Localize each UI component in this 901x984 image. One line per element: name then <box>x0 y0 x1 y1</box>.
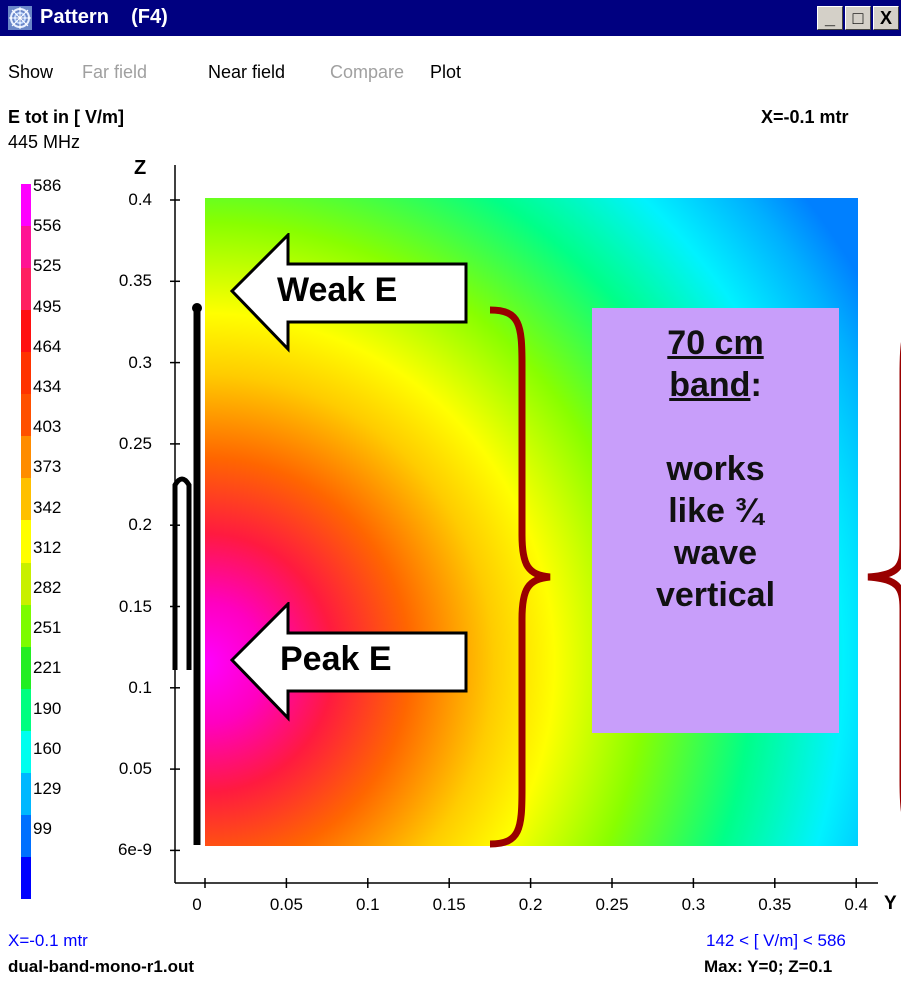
legend-swatch <box>21 226 31 269</box>
legend-value: 586 <box>33 176 62 195</box>
band-desc-line1: works <box>666 450 765 488</box>
minimize-button[interactable]: _ <box>817 6 843 30</box>
menu-bar: Show Far field Near field Compare Plot <box>0 36 901 91</box>
legend-value: 434 <box>33 377 62 396</box>
maximize-button[interactable]: □ <box>845 6 871 30</box>
legend-value: 160 <box>33 738 62 758</box>
legend-value: 99 <box>33 819 52 839</box>
band-title-colon: : <box>750 366 762 404</box>
legend-swatch <box>21 646 31 690</box>
z-tick-label: 0.2 <box>128 515 152 535</box>
legend-swatch <box>21 184 31 227</box>
z-axis-label: Z <box>134 157 147 179</box>
quantity-label: E tot in [ V/m] <box>8 107 124 127</box>
peak-e-arrow-shape <box>230 602 468 722</box>
legend-swatch <box>21 688 31 732</box>
band-desc-line2: like ¾ <box>668 492 763 530</box>
menu-show[interactable]: Show <box>8 62 54 82</box>
legend-value: 495 <box>33 296 62 316</box>
menu-near-field[interactable]: Near field <box>208 62 286 82</box>
legend-value: 190 <box>33 698 62 718</box>
z-tick-label: 0.15 <box>118 596 152 616</box>
window-title: Pattern (F4) <box>40 6 168 28</box>
legend-swatch <box>21 730 31 774</box>
band-desc-line4: vertical <box>655 576 776 614</box>
z-tick-label: 0.25 <box>118 433 152 453</box>
slice-label: X=-0.1 mtr <box>761 107 849 127</box>
z-tick-label: 0.35 <box>118 271 152 291</box>
left-curly-brace <box>489 306 551 848</box>
legend-value: 251 <box>33 618 62 638</box>
legend-value: 129 <box>33 779 62 798</box>
legend-swatch <box>21 604 31 648</box>
band-title-line2: band <box>669 366 751 404</box>
band-desc-line3: wave <box>673 534 758 572</box>
frequency-label: 445 MHz <box>8 132 81 152</box>
z-tick-label: 0.3 <box>128 352 152 372</box>
y-tick-label: 0.4 <box>844 895 868 914</box>
menu-far-field[interactable]: Far field <box>82 62 148 82</box>
legend-value: 342 <box>33 497 62 517</box>
y-tick-label: 0.35 <box>758 895 792 914</box>
legend-swatch <box>21 562 31 606</box>
legend-value: 312 <box>33 537 62 557</box>
y-tick-label: 0.2 <box>518 895 543 914</box>
footer-slice: X=-0.1 mtr <box>8 931 88 950</box>
y-axis-label: Y <box>884 893 897 914</box>
z-tick-label: 6e-9 <box>117 840 152 860</box>
legend-value: 525 <box>33 256 62 276</box>
legend-value: 556 <box>33 216 62 236</box>
y-tick-label: 0 <box>192 895 202 914</box>
legend-swatch <box>21 394 31 437</box>
legend-swatch <box>21 310 31 353</box>
legend-swatch <box>21 520 31 564</box>
legend-value: 403 <box>33 417 62 437</box>
legend-color-bar <box>21 184 31 900</box>
title-bar: Pattern (F4) _ □ X <box>0 0 901 36</box>
z-tick-label: 0.4 <box>128 190 152 209</box>
band-title-line1: 70 cm <box>667 324 764 362</box>
legend-swatch <box>21 772 31 816</box>
y-tick-label: 0.15 <box>432 895 466 914</box>
legend-value: 464 <box>33 336 62 356</box>
y-tick-label: 0.25 <box>595 895 629 914</box>
z-tick-label: 0.1 <box>128 677 152 697</box>
footer-range: 142 < [ V/m] < 586 <box>706 931 846 950</box>
y-tick-label: 0.3 <box>681 895 706 914</box>
footer-filename: dual-band-mono-r1.out <box>8 957 195 976</box>
y-tick-label: 0.1 <box>355 895 380 914</box>
legend-swatch <box>21 268 31 311</box>
legend-value: 373 <box>33 457 62 477</box>
weak-e-arrow-shape <box>230 233 468 353</box>
y-tick-label: 0.05 <box>269 895 303 914</box>
z-tick-label: 0.05 <box>118 759 152 779</box>
legend-swatch <box>21 436 31 479</box>
weak-e-label: Weak E <box>277 271 398 309</box>
right-curly-brace <box>867 342 901 812</box>
legend-value: 221 <box>33 658 62 678</box>
legend-swatch <box>21 814 31 858</box>
footer-max: Max: Y=0; Z=0.1 <box>704 957 833 976</box>
peak-e-label: Peak E <box>280 640 392 678</box>
legend-swatch <box>21 856 31 900</box>
menu-compare[interactable]: Compare <box>330 62 405 82</box>
legend-value: 282 <box>33 578 62 597</box>
legend-swatch <box>21 352 31 395</box>
antenna-element <box>172 303 202 845</box>
close-button[interactable]: X <box>873 6 899 30</box>
legend-swatch <box>21 478 31 521</box>
menu-plot[interactable]: Plot <box>430 62 462 82</box>
band-description-box: 70 cm band: works like ¾ wave vertical <box>592 308 839 733</box>
pattern-app-icon <box>8 6 32 30</box>
